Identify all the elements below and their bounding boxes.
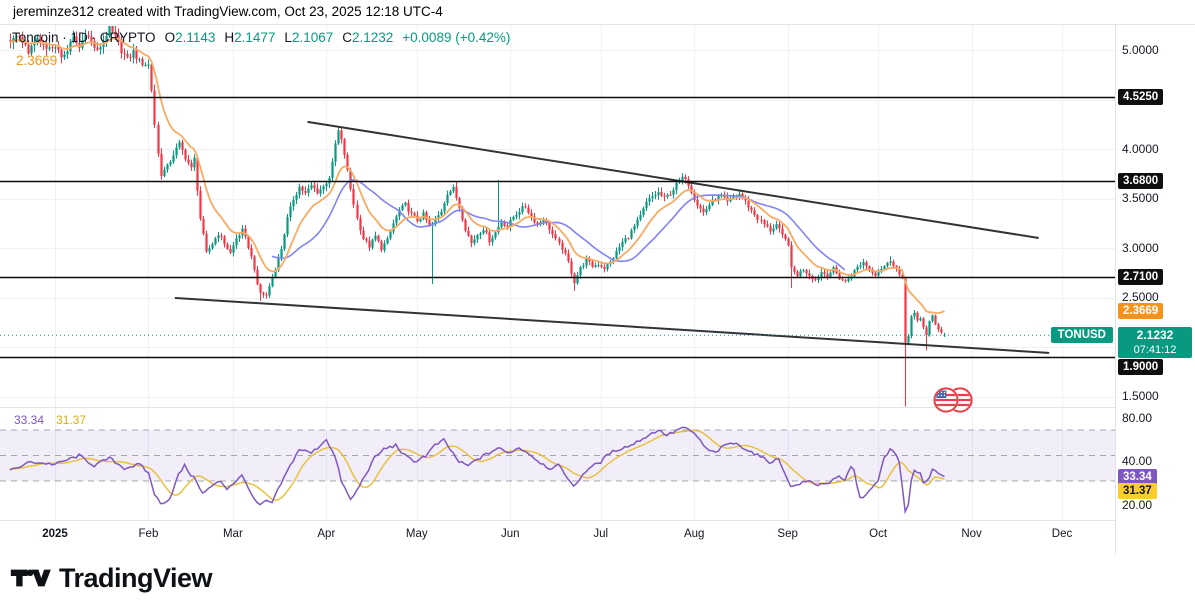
time-axis-label: Apr <box>317 528 336 540</box>
rsi-value-label: 33.34 <box>1118 468 1157 485</box>
price-tick-label: 3.0000 <box>1122 240 1159 255</box>
ma-value-readout: 2.3669 <box>16 53 58 68</box>
ohlc-open: O2.1143 <box>164 30 216 45</box>
rsi-line <box>9 426 945 515</box>
change-readout: +0.0089 (+0.42%) <box>402 30 511 45</box>
bar-countdown: 07:41:12 <box>1133 344 1177 356</box>
rsi-tick-label: 80.00 <box>1122 411 1153 426</box>
ohlc-high: H2.1477 <box>224 30 276 45</box>
tradingview-mark-icon <box>10 569 51 587</box>
brand-name: TradingView <box>59 562 213 593</box>
fast-ma-line <box>9 37 945 315</box>
last-price-value: 2.1232 <box>1136 328 1174 342</box>
time-axis-label: 2025 <box>42 528 68 540</box>
lower-descending-trendline <box>174 296 1050 354</box>
price-tick-label: 4.0000 <box>1122 141 1159 156</box>
attribution-bar: jereminze312 created with TradingView.co… <box>13 4 443 19</box>
ma-price-label: 2.3669 <box>1118 303 1164 320</box>
tradingview-logo[interactable]: TradingView <box>10 561 213 595</box>
rsi-legend[interactable]: 33.34 31.37 <box>14 413 86 427</box>
time-axis-label: Aug <box>683 528 705 540</box>
time-axis-label: Dec <box>1051 528 1073 540</box>
time-axis-label: Jun <box>500 528 520 540</box>
rsi-ma-line <box>9 429 945 501</box>
rsi-value-readout: 33.34 <box>14 413 45 427</box>
rsi-tick-label: 40.00 <box>1122 454 1153 469</box>
price-tick-label: 2.5000 <box>1122 290 1159 305</box>
time-axis-label: Oct <box>869 528 888 540</box>
price-tick-label: 5.0000 <box>1122 42 1159 57</box>
ohlc-low: L2.1067 <box>284 30 334 45</box>
ohlc-close: C2.1232 <box>342 30 394 45</box>
price-tick-label: 1.5000 <box>1122 389 1159 404</box>
time-axis-label: May <box>405 528 428 540</box>
price-level-label: 2.7100 <box>1118 269 1164 286</box>
price-level-label: 3.6800 <box>1118 172 1164 189</box>
time-axis-label: Feb <box>138 528 159 540</box>
rsi-ma-value-label: 31.37 <box>1118 483 1157 500</box>
upper-descending-trendline <box>307 120 1039 239</box>
candles <box>9 26 946 407</box>
price-level-label: 4.5250 <box>1118 89 1164 106</box>
price-level-label: 1.9000 <box>1118 359 1164 376</box>
series-symbol-tag: TONUSD <box>1050 327 1113 343</box>
rsi-ma-value-readout: 31.37 <box>56 413 87 427</box>
time-axis-label: Sep <box>777 528 798 540</box>
symbol-legend[interactable]: Toncoin · 1D · CRYPTO O2.1143 H2.1477 L2… <box>12 30 510 45</box>
rsi-tick-label: 20.00 <box>1122 497 1153 512</box>
time-axis-label: Mar <box>222 528 243 540</box>
time-axis-label: Nov <box>961 528 982 540</box>
attribution-text: jereminze312 created with TradingView.co… <box>13 4 443 19</box>
time-axis-label: Jul <box>593 528 609 540</box>
last-price-label: 2.1232 07:41:12 <box>1118 327 1192 358</box>
us-flag-icon <box>933 387 973 413</box>
price-tick-label: 3.5000 <box>1122 191 1159 206</box>
symbol-title[interactable]: Toncoin · 1D · CRYPTO <box>12 30 156 45</box>
